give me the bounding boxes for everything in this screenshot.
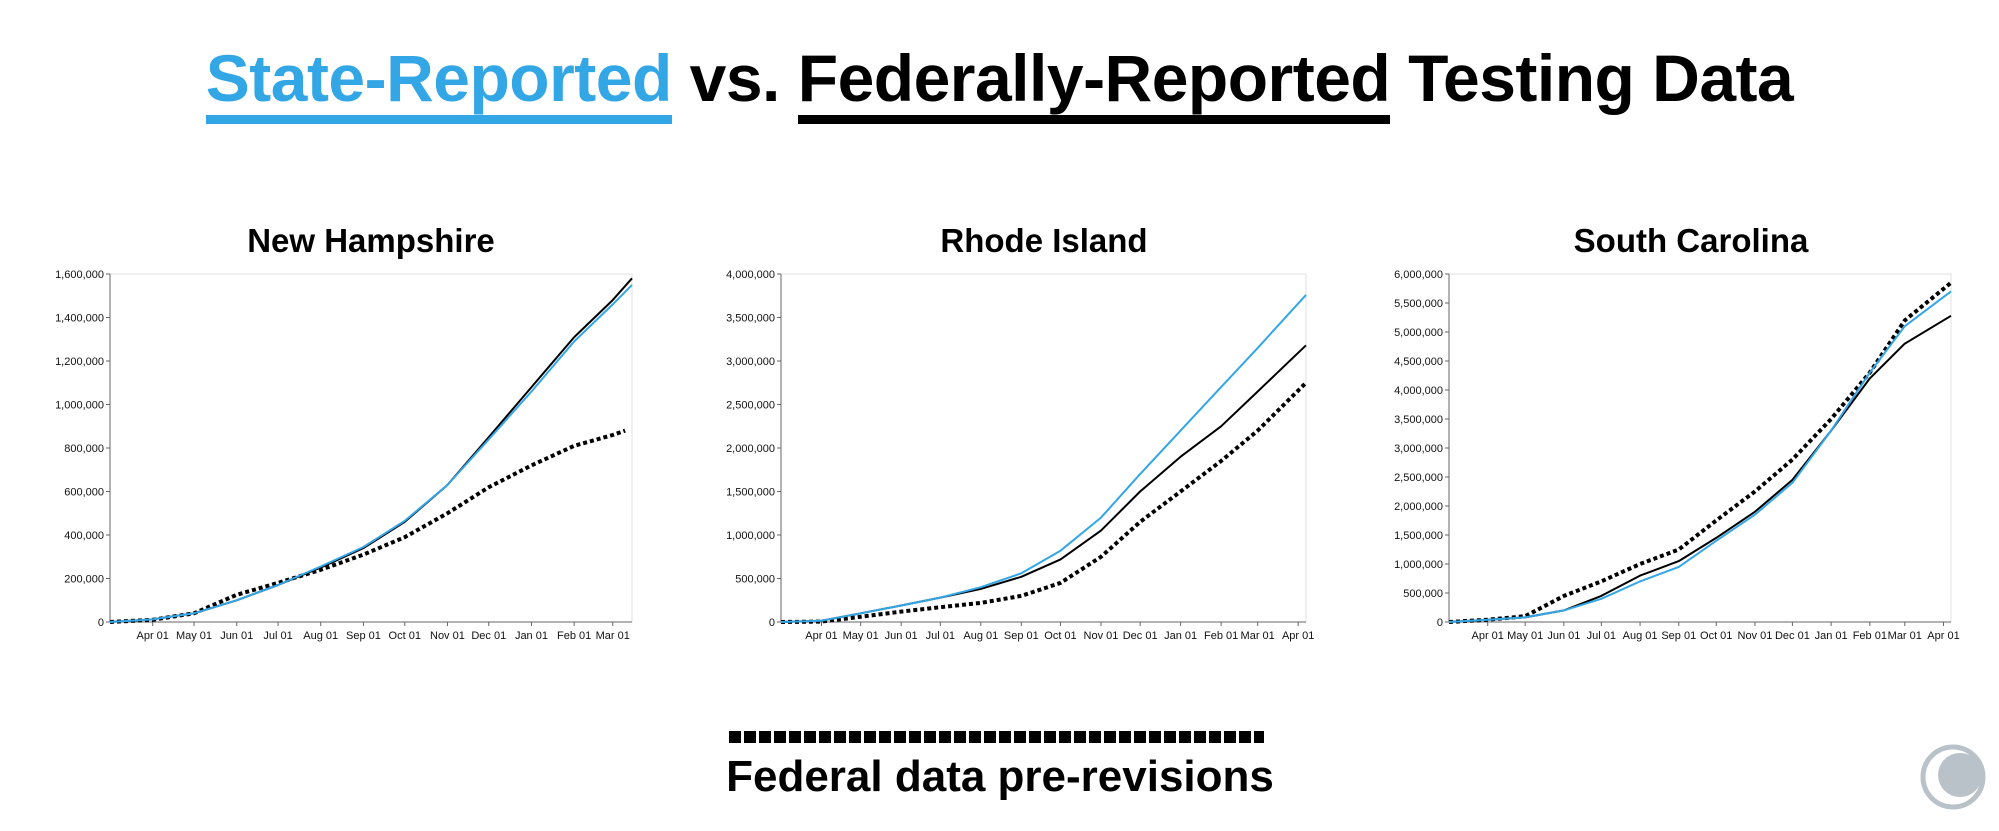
y-tick-label: 800,000 bbox=[64, 443, 104, 455]
headline-federally-reported: Federally-Reported bbox=[797, 41, 1391, 124]
series-federal-line bbox=[1448, 314, 1952, 623]
x-tick-label: Jun 01 bbox=[885, 630, 918, 642]
series-federal-pre-revisions-line bbox=[1448, 281, 1953, 624]
series-state-line bbox=[109, 284, 633, 623]
y-tick-label: 4,000,000 bbox=[726, 269, 775, 281]
chart-new-hampshire: 0 200,000 400,000 600,000 800,000 1,000,000 1,… bbox=[55, 269, 633, 642]
headline-testing-data: Testing Data bbox=[1390, 41, 1794, 115]
y-tick-label: 0 bbox=[1437, 617, 1443, 629]
x-tick-label: Jul 01 bbox=[1587, 630, 1616, 642]
x-tick-label: Aug 01 bbox=[1623, 630, 1658, 642]
y-tick-label: 4,500,000 bbox=[1394, 356, 1443, 368]
x-tick-label: Sep 01 bbox=[1661, 630, 1696, 642]
y-tick-label: 5,500,000 bbox=[1394, 298, 1443, 310]
headline-state-reported: State-Reported bbox=[205, 41, 672, 124]
x-tick-label: Mar 01 bbox=[1241, 630, 1275, 642]
x-tick-label: Mar 01 bbox=[1888, 630, 1922, 642]
y-tick-label: 200,000 bbox=[64, 574, 104, 586]
x-tick-label: Sep 01 bbox=[346, 630, 381, 642]
x-tick-label: Dec 01 bbox=[1123, 630, 1158, 642]
y-tick-label: 0 bbox=[98, 617, 104, 629]
x-tick-label: Nov 01 bbox=[1738, 630, 1773, 642]
y-tick-label: 5,000,000 bbox=[1394, 327, 1443, 339]
y-tick-label: 3,500,000 bbox=[726, 313, 775, 325]
series-state-line bbox=[1448, 290, 1952, 623]
legend-dotted-line bbox=[729, 731, 1264, 743]
y-tick-label: 1,000,000 bbox=[55, 400, 104, 412]
x-tick-label: May 01 bbox=[176, 630, 212, 642]
x-tick-label: Apr 01 bbox=[136, 630, 168, 642]
x-tick-label: Apr 01 bbox=[1927, 630, 1959, 642]
headline: State-Reported vs. Federally-Reported Te… bbox=[0, 40, 1999, 124]
chart-rhode-island: 0 500,000 1,000,000 1,500,000 2,000,000 2,500… bbox=[726, 269, 1314, 642]
y-tick-label: 1,600,000 bbox=[55, 269, 104, 281]
plot-frame bbox=[1448, 273, 1952, 623]
legend-label: Federal data pre-revisions bbox=[726, 752, 1274, 801]
x-tick-label: Oct 01 bbox=[1700, 630, 1732, 642]
x-tick-label: Oct 01 bbox=[1044, 630, 1076, 642]
x-tick-label: Feb 01 bbox=[1204, 630, 1238, 642]
series-federal-pre-revisions-line bbox=[780, 381, 1308, 624]
y-tick-label: 1,200,000 bbox=[55, 356, 104, 368]
y-tick-label: 3,000,000 bbox=[726, 356, 775, 368]
x-tick-label: Aug 01 bbox=[303, 630, 338, 642]
chart-title-south-carolina: South Carolina bbox=[1573, 222, 1809, 259]
chart-title-rhode-island: Rhode Island bbox=[940, 222, 1148, 259]
y-tick-label: 1,500,000 bbox=[726, 487, 775, 499]
x-tick-label: Apr 01 bbox=[1282, 630, 1314, 642]
y-tick-label: 4,000,000 bbox=[1394, 385, 1443, 397]
series-federal-line bbox=[780, 344, 1307, 623]
x-tick-label: Jan 01 bbox=[1164, 630, 1197, 642]
y-tick-label: 1,000,000 bbox=[1394, 559, 1443, 571]
y-tick-label: 2,000,000 bbox=[726, 443, 775, 455]
x-tick-label: Nov 01 bbox=[1084, 630, 1119, 642]
x-tick-label: Feb 01 bbox=[557, 630, 591, 642]
chart-south-carolina: 0 500,000 1,000,000 1,500,000 2,000,000 2,500… bbox=[1394, 269, 1960, 642]
x-tick-label: Oct 01 bbox=[389, 630, 421, 642]
series-federal-pre-revisions-line bbox=[109, 428, 626, 624]
x-tick-label: Mar 01 bbox=[596, 630, 630, 642]
x-tick-label: Dec 01 bbox=[1775, 630, 1810, 642]
headline-vs: vs. bbox=[671, 41, 798, 115]
chart-title-new-hampshire: New Hampshire bbox=[247, 222, 495, 259]
covid-tracking-project-logo-icon bbox=[1920, 744, 1986, 810]
y-tick-label: 400,000 bbox=[64, 530, 104, 542]
y-tick-label: 6,000,000 bbox=[1394, 269, 1443, 281]
x-tick-label: Apr 01 bbox=[1472, 630, 1504, 642]
x-tick-label: Jun 01 bbox=[1547, 630, 1580, 642]
y-tick-label: 600,000 bbox=[64, 487, 104, 499]
x-tick-label: Jan 01 bbox=[1815, 630, 1848, 642]
y-tick-label: 2,500,000 bbox=[1394, 472, 1443, 484]
series-federal-line bbox=[109, 277, 633, 623]
plot-frame bbox=[780, 273, 1307, 623]
y-tick-label: 3,000,000 bbox=[1394, 443, 1443, 455]
y-tick-label: 1,400,000 bbox=[55, 313, 104, 325]
x-tick-label: May 01 bbox=[843, 630, 879, 642]
y-tick-label: 2,500,000 bbox=[726, 400, 775, 412]
x-tick-label: Jan 01 bbox=[515, 630, 548, 642]
y-tick-label: 1,000,000 bbox=[726, 530, 775, 542]
y-tick-label: 3,500,000 bbox=[1394, 414, 1443, 426]
x-tick-label: Nov 01 bbox=[430, 630, 465, 642]
x-tick-label: Jul 01 bbox=[926, 630, 955, 642]
x-tick-label: Jun 01 bbox=[220, 630, 253, 642]
x-tick-label: Dec 01 bbox=[471, 630, 506, 642]
x-tick-label: Apr 01 bbox=[805, 630, 837, 642]
y-tick-label: 0 bbox=[769, 617, 775, 629]
x-tick-label: May 01 bbox=[1507, 630, 1543, 642]
y-tick-label: 2,000,000 bbox=[1394, 501, 1443, 513]
x-tick-label: Feb 01 bbox=[1853, 630, 1887, 642]
x-tick-label: Sep 01 bbox=[1004, 630, 1039, 642]
x-tick-label: Aug 01 bbox=[963, 630, 998, 642]
y-tick-label: 1,500,000 bbox=[1394, 530, 1443, 542]
x-tick-label: Jul 01 bbox=[263, 630, 292, 642]
series-state-line bbox=[780, 294, 1307, 623]
y-tick-label: 500,000 bbox=[735, 574, 775, 586]
plot-frame bbox=[109, 273, 633, 623]
y-tick-label: 500,000 bbox=[1403, 588, 1443, 600]
